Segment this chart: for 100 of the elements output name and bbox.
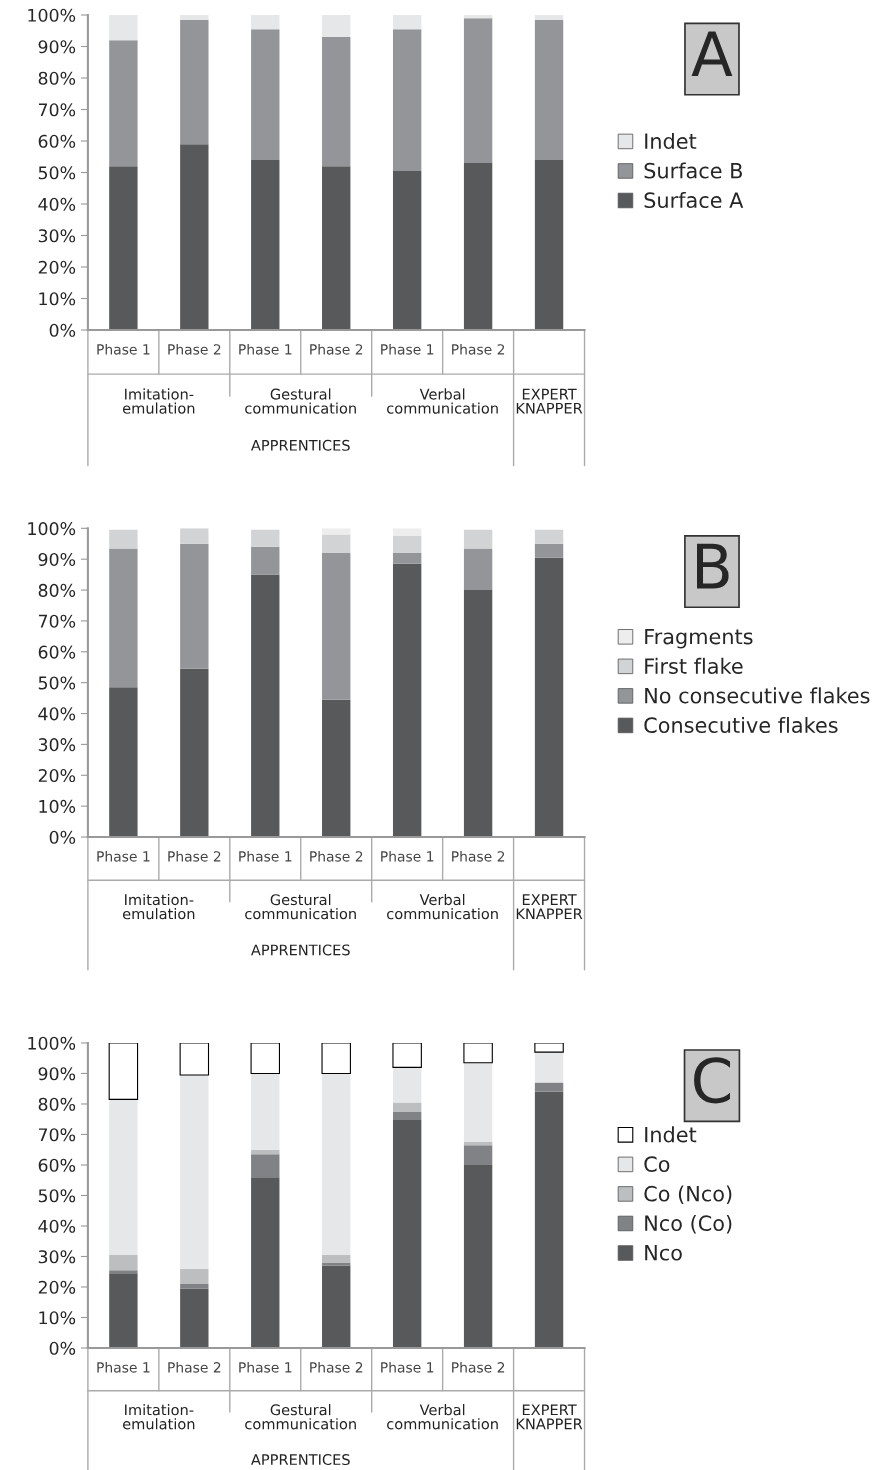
x-tick-label: Phase 1 <box>381 343 434 355</box>
y-tick-label: 80% <box>38 71 76 85</box>
y-tick-label: 60% <box>38 1158 76 1172</box>
bar <box>463 14 493 19</box>
text: C <box>694 1057 730 1104</box>
x-tick-label: Phase 1 <box>239 343 292 355</box>
bar <box>180 1074 209 1269</box>
bar <box>180 668 209 838</box>
y-tick-label: 40% <box>38 707 76 721</box>
legend-label: Co <box>644 1156 670 1172</box>
bar <box>180 19 209 145</box>
bar <box>392 553 422 564</box>
legend-label: Indet <box>645 1126 697 1143</box>
bar <box>109 1254 138 1271</box>
bar <box>322 534 351 554</box>
bar <box>109 14 138 41</box>
legend-label: Fragments <box>645 628 753 649</box>
y-tick-label: 50% <box>38 166 76 180</box>
y-tick-label: 100% <box>28 8 76 22</box>
y-tick-label: 100% <box>28 1036 76 1050</box>
bar <box>463 529 493 549</box>
y-tick-label: 10% <box>39 292 76 306</box>
bar <box>180 144 209 331</box>
legend-label: Consecutive flakes <box>644 716 838 734</box>
bar <box>180 528 209 544</box>
bar <box>109 40 138 167</box>
text: Verbal communication <box>387 388 498 414</box>
bar <box>463 18 493 164</box>
bar <box>463 163 493 331</box>
legend-label: No consecutive flakes <box>645 687 870 704</box>
bar <box>251 546 280 575</box>
bar <box>109 1273 138 1348</box>
bar <box>180 543 209 669</box>
y-tick-label: 0% <box>49 1341 76 1355</box>
bar <box>534 557 564 838</box>
text: Imitation- emulation <box>122 893 195 920</box>
text: Gestural communication <box>245 388 356 414</box>
bar <box>251 14 280 30</box>
bar <box>109 687 138 838</box>
x-tick-label: Phase 1 <box>97 1361 150 1373</box>
y-tick-label: 90% <box>38 1067 76 1081</box>
bar <box>392 170 422 331</box>
bar <box>109 166 138 331</box>
legend-label: Surface A <box>644 191 744 209</box>
y-tick-label: 30% <box>38 1250 76 1264</box>
bar <box>251 529 280 547</box>
bar <box>463 1164 493 1348</box>
x-tick-label: Phase 1 <box>381 850 434 862</box>
bar <box>251 159 280 331</box>
bar <box>534 1091 564 1348</box>
bar <box>251 29 280 160</box>
y-tick-label: 100% <box>28 522 76 536</box>
bar <box>109 529 138 549</box>
y-tick-label: 80% <box>38 583 76 597</box>
x-tick-label: Phase 1 <box>97 343 150 355</box>
text: EXPERT KNAPPER <box>516 1404 583 1430</box>
x-tick-label: Phase 2 <box>452 1361 505 1373</box>
y-tick-label: 50% <box>38 676 76 690</box>
bar <box>322 166 351 331</box>
bar <box>534 1082 564 1092</box>
bar <box>179 1042 210 1076</box>
y-tick-label: 60% <box>38 645 76 659</box>
bar <box>392 563 422 838</box>
text: Imitation- emulation <box>122 388 195 414</box>
bar <box>108 1042 139 1100</box>
y-tick-label: 20% <box>38 260 76 274</box>
bar <box>392 1067 422 1103</box>
bar <box>322 553 351 700</box>
text: APPRENTICES <box>251 439 350 451</box>
bar <box>251 1177 280 1348</box>
bar <box>534 529 564 544</box>
bar <box>322 37 351 167</box>
bar <box>322 699 351 838</box>
bar <box>109 1099 138 1255</box>
y-tick-label: 70% <box>38 103 76 117</box>
x-tick-label: Phase 2 <box>310 343 363 355</box>
x-tick-label: Phase 1 <box>239 1361 292 1373</box>
y-tick-label: 70% <box>38 1128 76 1142</box>
x-tick-label: Phase 2 <box>310 850 363 862</box>
bar <box>392 14 422 30</box>
text: A <box>691 31 733 76</box>
text: EXPERT KNAPPER <box>516 388 583 414</box>
bar <box>392 536 422 554</box>
bar <box>322 1262 351 1266</box>
y-tick-label: 0% <box>49 323 76 337</box>
text: Verbal communication <box>387 1404 498 1430</box>
bar <box>463 548 493 591</box>
bar <box>534 543 564 558</box>
legend-label: Indet <box>645 132 697 150</box>
y-tick-label: 60% <box>38 134 76 148</box>
bar <box>463 590 493 838</box>
y-tick-label: 80% <box>38 1097 76 1111</box>
bar <box>463 1062 493 1143</box>
y-tick-label: 30% <box>38 229 76 243</box>
text: APPRENTICES <box>251 1454 350 1466</box>
text: Gestural communication <box>245 893 356 920</box>
bar <box>392 1119 422 1348</box>
y-tick-label: 20% <box>38 1280 76 1294</box>
x-tick-label: Phase 2 <box>452 343 505 355</box>
legend-label: Co (Nco) <box>644 1185 732 1204</box>
